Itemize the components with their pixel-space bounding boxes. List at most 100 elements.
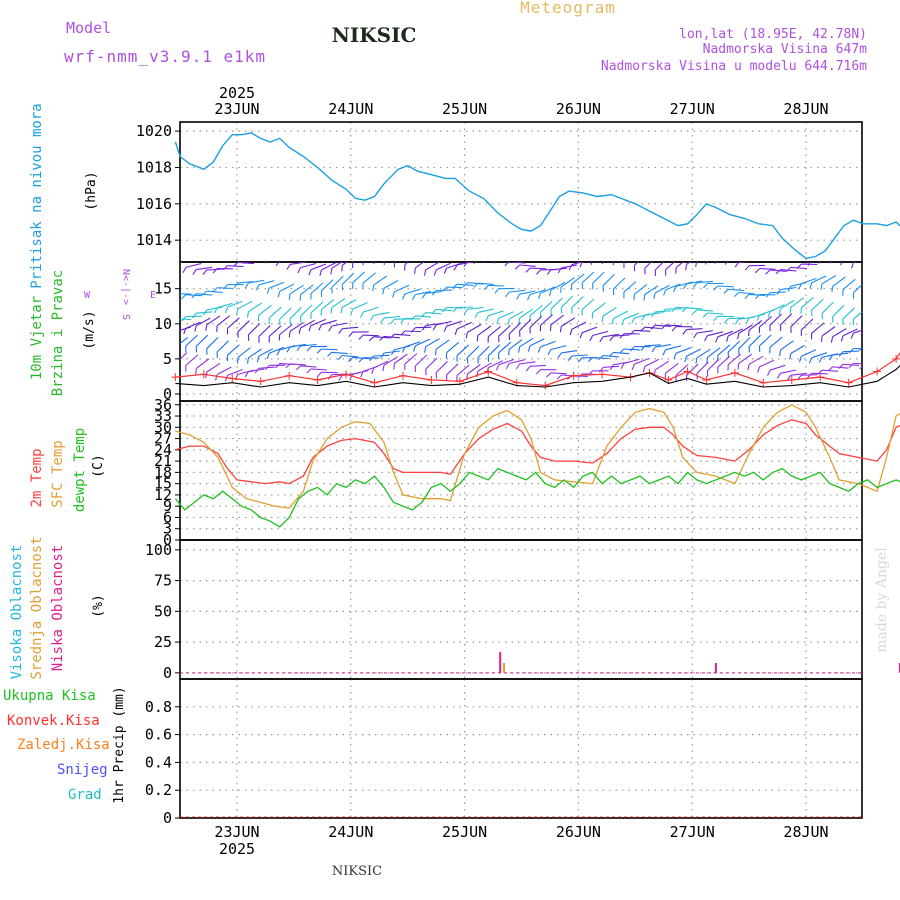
wind-barb bbox=[665, 324, 682, 327]
cloud-ylabel-mid: Srednja Oblacnost bbox=[29, 536, 45, 679]
wind-barb-tick bbox=[246, 311, 249, 318]
wind-barb bbox=[415, 290, 432, 296]
wind-barb-tick bbox=[765, 292, 771, 298]
wind-barb bbox=[352, 262, 354, 263]
wind-barb bbox=[248, 348, 263, 359]
pressure-unit: (hPa) bbox=[84, 171, 99, 210]
wind-gust-mark bbox=[342, 370, 351, 379]
wind-barb bbox=[769, 313, 782, 326]
wind-barb bbox=[885, 304, 899, 311]
wind-barb bbox=[696, 348, 711, 359]
wind-barb bbox=[268, 325, 282, 337]
wind-barb bbox=[540, 300, 553, 313]
wind-barb-tick bbox=[306, 368, 312, 374]
wind-barb-tick bbox=[504, 262, 510, 267]
wind-barb-tick bbox=[809, 282, 813, 289]
wind-barb-tick bbox=[297, 267, 301, 274]
wind-barb bbox=[373, 336, 390, 339]
wind-barb bbox=[509, 359, 525, 365]
wind-barb bbox=[342, 326, 359, 330]
wind-barb-tick bbox=[255, 284, 260, 291]
wind-barb bbox=[519, 308, 534, 319]
wind-barb-tick bbox=[702, 312, 708, 318]
wind-barb-tick bbox=[391, 349, 395, 356]
wind-barb-tick bbox=[577, 357, 583, 363]
wind-barb-tick bbox=[535, 369, 541, 375]
wind-barb-tick bbox=[733, 292, 740, 298]
wind-barb-tick bbox=[285, 363, 291, 369]
wind-barb bbox=[185, 321, 201, 329]
wind-barb-tick bbox=[348, 331, 354, 338]
wind-barb bbox=[780, 340, 794, 351]
wind-barb-tick bbox=[393, 363, 395, 370]
wind-barb bbox=[759, 334, 772, 347]
wind-barb-tick bbox=[557, 352, 562, 359]
wind-barb-tick bbox=[651, 346, 656, 353]
wind-barb bbox=[279, 283, 295, 292]
wind-barb bbox=[279, 324, 293, 335]
clouds-ytick-label: 25 bbox=[154, 633, 172, 651]
wind-barb-tick bbox=[360, 311, 364, 318]
watermark: made by Angel bbox=[874, 547, 890, 653]
wind-barb-tick bbox=[431, 309, 437, 314]
wind-barb bbox=[811, 372, 828, 375]
wind-barb bbox=[581, 298, 595, 310]
wind-gust-mark bbox=[664, 375, 673, 384]
wind-barb bbox=[519, 337, 534, 348]
wind-barb-tick bbox=[840, 335, 844, 342]
wind-barb-tick bbox=[400, 318, 406, 324]
wind-barb-tick bbox=[443, 267, 448, 274]
wind-barb bbox=[362, 306, 379, 313]
wind-barb-tick bbox=[713, 315, 719, 322]
wind-barb bbox=[790, 372, 807, 376]
wind-barb-tick bbox=[546, 372, 552, 378]
precip-legend-conv: Konvek.Kisa bbox=[7, 713, 100, 729]
temperature-ytick-label: 9 bbox=[163, 497, 172, 515]
clouds-ytick-label: 0 bbox=[163, 664, 172, 682]
wind-barb bbox=[738, 337, 751, 350]
wind-barb-tick bbox=[256, 356, 260, 363]
wind-barb-tick bbox=[873, 315, 874, 321]
temperature-ytick-label: 33 bbox=[154, 407, 172, 425]
wind-barb bbox=[686, 280, 703, 285]
wind-barb-tick bbox=[724, 318, 729, 324]
wind-barb-tick bbox=[621, 319, 625, 326]
wind-barb-tick bbox=[643, 294, 646, 301]
wind-barb-tick bbox=[214, 307, 218, 314]
wind-barb bbox=[519, 319, 532, 332]
wind-barb bbox=[697, 254, 711, 262]
wind-barb bbox=[842, 307, 855, 320]
precip-legend-total: Ukupna Kisa bbox=[3, 688, 96, 704]
wind-barb-tick bbox=[288, 331, 291, 338]
wind-barb-tick bbox=[369, 355, 375, 362]
wind-barb bbox=[665, 345, 682, 351]
wind-barb bbox=[404, 353, 418, 365]
wind-barb bbox=[363, 248, 375, 259]
wind-barb-tick bbox=[706, 357, 708, 364]
wind-barb-tick bbox=[874, 269, 875, 275]
wind-barb-tick bbox=[859, 365, 862, 370]
wind-barb bbox=[519, 361, 536, 365]
wind-barb bbox=[384, 248, 395, 259]
wind-barb-tick bbox=[767, 311, 771, 318]
wind-barb bbox=[644, 358, 660, 367]
wind-gust-mark bbox=[892, 354, 900, 363]
wind-barb bbox=[540, 286, 556, 294]
wind-barb bbox=[487, 326, 501, 338]
wind-barb bbox=[414, 262, 425, 269]
wind-barb bbox=[467, 306, 484, 310]
wind-barb bbox=[206, 290, 223, 293]
wind-barb bbox=[707, 358, 720, 371]
wind-barb-tick bbox=[726, 335, 729, 342]
wind-barb-tick bbox=[629, 346, 635, 352]
wind-barb bbox=[446, 262, 462, 269]
wind-barb bbox=[634, 357, 650, 365]
wind-barb-tick bbox=[546, 269, 552, 275]
wind-barb bbox=[248, 368, 265, 373]
wind-barb bbox=[185, 354, 199, 366]
wind-barb-tick bbox=[390, 318, 395, 325]
wind-barb-tick bbox=[682, 329, 687, 335]
wind-barb bbox=[227, 368, 243, 376]
wind-barb bbox=[874, 306, 888, 314]
wind-gust-mark bbox=[370, 378, 379, 387]
